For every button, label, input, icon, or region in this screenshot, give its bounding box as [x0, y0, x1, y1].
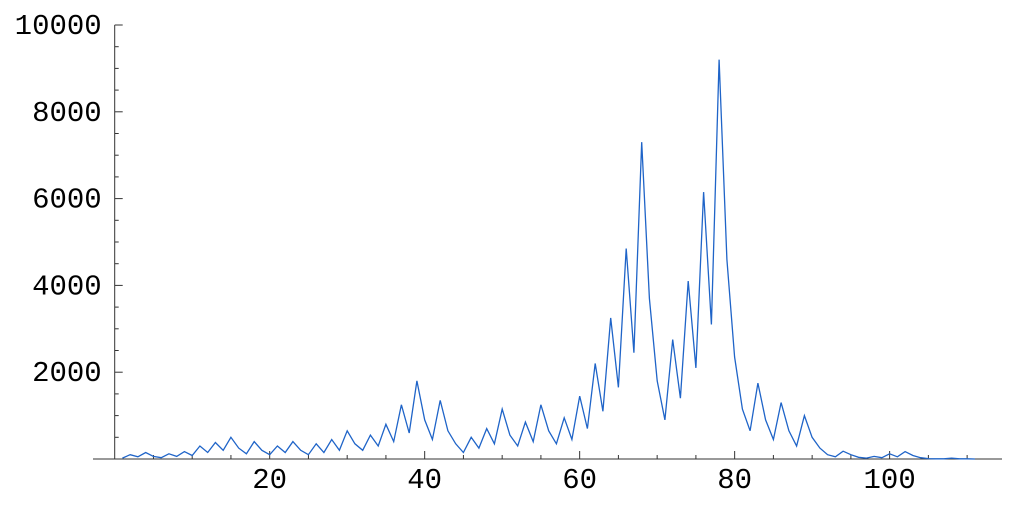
series-line — [122, 59, 975, 460]
x-tick-label: 20 — [252, 464, 287, 497]
y-tick-label: 8000 — [32, 97, 102, 130]
y-tick-label: 6000 — [32, 184, 102, 217]
y-tick-label: 4000 — [32, 270, 102, 303]
x-tick-label: 60 — [562, 464, 597, 497]
x-tick-label: 100 — [864, 464, 916, 497]
tick-labels: 20 40 60 80 100 2000 4000 6000 8000 10000 — [15, 10, 916, 497]
x-tick-label: 80 — [717, 464, 752, 497]
y-tick-label: 10000 — [15, 10, 102, 43]
x-tick-label: 40 — [407, 464, 442, 497]
ticks — [114, 24, 968, 459]
data-points — [122, 59, 976, 459]
y-tick-label: 2000 — [32, 357, 102, 390]
axes — [93, 25, 1002, 460]
